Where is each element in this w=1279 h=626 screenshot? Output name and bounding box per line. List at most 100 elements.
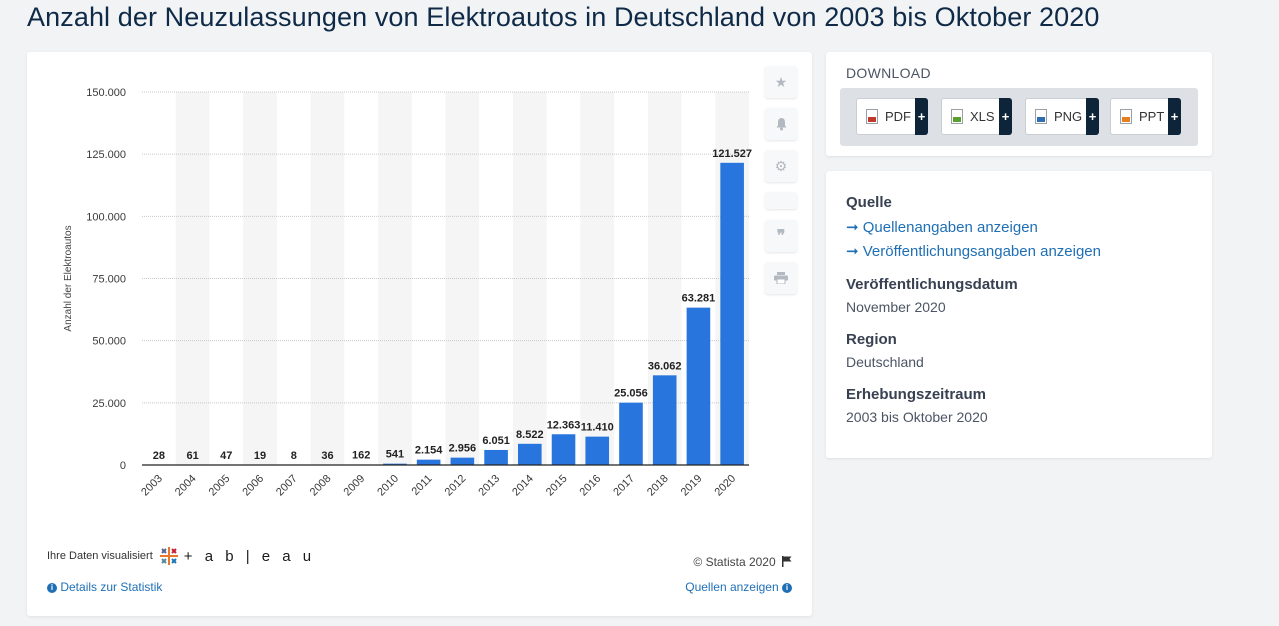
survey-period-label: Erhebungszeitraum — [846, 386, 987, 403]
print-button[interactable] — [765, 262, 797, 294]
info-icon: i — [782, 582, 792, 593]
y-tick-label: 50.000 — [92, 336, 126, 348]
bar[interactable] — [619, 402, 643, 465]
download-pdf-button[interactable]: PDF + — [856, 98, 928, 135]
bell-icon — [776, 118, 786, 131]
data-label: 2.154 — [415, 445, 443, 457]
x-tick-label: 2018 — [645, 473, 671, 499]
bar[interactable] — [383, 463, 407, 465]
source-link[interactable]: ➞ Quellenangaben anzeigen — [846, 219, 1038, 236]
plus-icon: + — [999, 98, 1012, 135]
data-label: 541 — [386, 449, 404, 461]
publication-date-value: November 2020 — [846, 299, 946, 315]
ppt-file-icon — [1120, 109, 1132, 124]
data-label: 25.056 — [614, 388, 648, 400]
bar[interactable] — [450, 457, 475, 465]
download-card: DOWNLOAD PDF + XLS + PNG + PPT + — [826, 52, 1212, 156]
bar[interactable] — [585, 436, 610, 465]
x-tick-label: 2010 — [375, 473, 401, 499]
data-label: 36.062 — [648, 360, 682, 372]
y-tick-label: 25.000 — [92, 398, 126, 410]
xls-file-icon — [951, 109, 963, 124]
data-label: 19 — [254, 450, 266, 462]
sources-link-text: Quellen anzeigen — [685, 580, 779, 594]
tableau-logo-icon — [159, 547, 178, 565]
x-tick-label: 2003 — [139, 473, 165, 499]
bar[interactable] — [720, 162, 744, 465]
publication-link[interactable]: ➞ Veröffentlichungsangaben anzeigen — [846, 243, 1101, 260]
x-tick-label: 2008 — [308, 473, 334, 499]
pdf-file-icon — [866, 109, 878, 124]
data-label: 6.051 — [482, 435, 510, 447]
bar[interactable] — [484, 449, 508, 465]
y-axis-label: Anzahl der Elektroautos — [63, 225, 74, 331]
source-label: Quelle — [846, 194, 892, 211]
download-heading: DOWNLOAD — [846, 65, 931, 81]
data-label: 121.527 — [712, 148, 752, 160]
bar[interactable] — [518, 443, 542, 465]
bar[interactable] — [416, 459, 441, 465]
copyright: © Statista 2020 — [693, 555, 792, 569]
data-label: 63.281 — [682, 293, 716, 305]
data-label: 8.522 — [516, 429, 544, 441]
data-label: 162 — [352, 450, 370, 462]
quote-icon: ❞ — [776, 228, 786, 245]
star-icon: ★ — [774, 73, 788, 90]
download-xls-button[interactable]: XLS + — [941, 98, 1012, 135]
details-link[interactable]: i Details zur Statistik — [47, 580, 162, 594]
download-pdf-label: PDF — [885, 109, 911, 124]
column-stripe — [580, 92, 615, 465]
x-tick-label: 2012 — [443, 473, 469, 499]
y-tick-label: 125.000 — [86, 149, 126, 161]
x-tick-label: 2005 — [207, 473, 233, 499]
y-tick-label: 0 — [120, 460, 126, 472]
x-tick-label: 2014 — [510, 473, 536, 499]
flag-icon[interactable] — [782, 556, 792, 567]
data-label: 28 — [153, 450, 165, 462]
survey-period-value: 2003 bis Oktober 2020 — [846, 409, 988, 425]
x-tick-label: 2016 — [578, 473, 604, 499]
settings-button[interactable]: ⚙ — [765, 150, 797, 182]
gear-icon: ⚙ — [774, 157, 788, 174]
copyright-text: © Statista 2020 — [693, 555, 776, 569]
download-xls-label: XLS — [970, 109, 995, 124]
x-tick-label: 2017 — [611, 473, 637, 499]
bar[interactable] — [686, 307, 711, 465]
region-label: Region — [846, 331, 897, 348]
data-label: 47 — [220, 450, 232, 462]
data-label: 61 — [186, 450, 198, 462]
chart-card: 0 25.000 50.000 75.000 100.000 125.000 150.000… — [27, 52, 812, 616]
sources-link[interactable]: Quellen anzeigen i — [685, 580, 792, 594]
plus-icon: + — [1086, 98, 1099, 135]
share-button[interactable] — [765, 192, 797, 209]
download-png-button[interactable]: PNG + — [1025, 98, 1099, 135]
print-icon — [774, 272, 788, 284]
download-ppt-button[interactable]: PPT + — [1110, 98, 1181, 135]
publication-date-label: Veröffentlichungsdatum — [846, 276, 1018, 293]
cite-button[interactable]: ❞ — [765, 220, 797, 252]
viz-credit-text: Ihre Daten visualisiert — [47, 550, 153, 562]
bar[interactable] — [551, 434, 576, 465]
data-label: 8 — [291, 450, 297, 462]
page-title: Anzahl der Neuzulassungen von Elektroaut… — [27, 2, 1100, 32]
column-stripe — [310, 92, 345, 465]
data-label: 12.363 — [547, 419, 581, 431]
info-icon: i — [47, 582, 57, 593]
download-png-label: PNG — [1054, 109, 1083, 124]
x-tick-label: 2009 — [342, 473, 368, 499]
details-link-text: Details zur Statistik — [60, 580, 163, 594]
data-label: 11.410 — [581, 422, 614, 434]
x-tick-label: 2011 — [410, 473, 435, 498]
bar[interactable] — [652, 375, 677, 465]
favorite-button[interactable]: ★ — [765, 66, 797, 98]
x-tick-label: 2006 — [240, 473, 266, 499]
x-tick-label: 2007 — [274, 473, 300, 499]
notification-button[interactable] — [765, 108, 797, 140]
viz-credit: Ihre Daten visualisiert + a b | e a u — [47, 544, 315, 568]
region-value: Deutschland — [846, 354, 924, 370]
info-card: Quelle ➞ Quellenangaben anzeigen ➞ Veröf… — [826, 171, 1212, 458]
x-tick-label: 2004 — [173, 473, 199, 499]
data-label: 2.956 — [449, 443, 477, 455]
bar-chart: 0 25.000 50.000 75.000 100.000 125.000 150.000… — [63, 87, 752, 499]
x-tick-label: 2013 — [476, 473, 502, 499]
